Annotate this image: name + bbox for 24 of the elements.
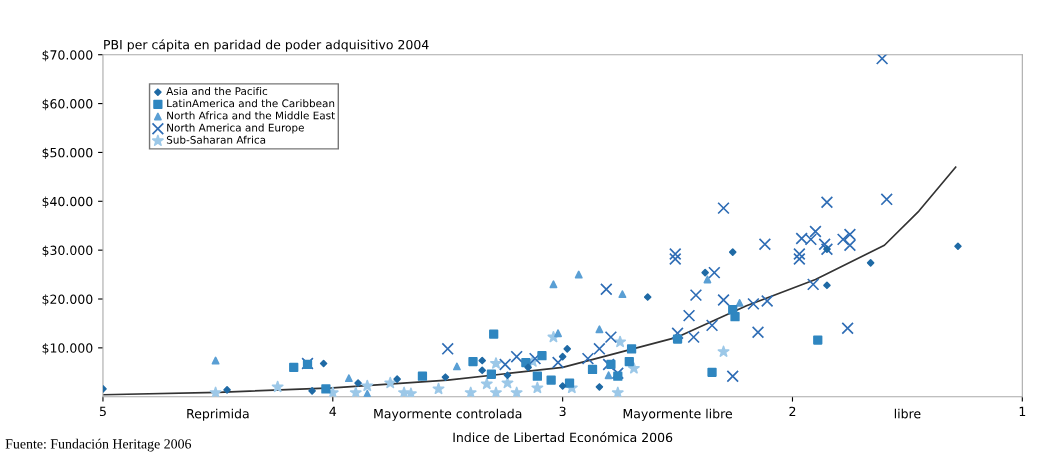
- legend-label: Asia and the Pacific: [166, 86, 268, 96]
- legend-label: Sub-Saharan Africa: [166, 135, 266, 144]
- y-tick-label: $30.000: [42, 245, 93, 257]
- x-tick-label: 3: [559, 406, 566, 417]
- x-tick-label: 4: [329, 406, 337, 416]
- y-tick-label: $40.000: [42, 196, 93, 208]
- y-tick-label: $10.000: [42, 343, 93, 355]
- y-tick-label: $70.000: [42, 49, 93, 62]
- y-tick-label: $20.000: [42, 294, 93, 306]
- y-tick-label: $50.000: [42, 147, 93, 160]
- source-note: Fuente: Fundación Heritage 2006: [5, 438, 192, 452]
- text: Mayormente controlada: [374, 408, 522, 421]
- text: libre: [894, 408, 921, 419]
- x-axis-title: Indice de Libertad Económica 2006: [453, 431, 673, 443]
- x-tick-label: 1: [1019, 406, 1026, 416]
- legend-label: LatinAmerica and the Caribbean: [167, 99, 335, 108]
- chart-title: PBI per cápita en paridad de poder adquisitivo 2004: [104, 39, 429, 52]
- legend-label: North America and Europe: [167, 123, 304, 134]
- text: Mayormente libre: [623, 408, 732, 421]
- x-tick-label: 5: [99, 406, 106, 417]
- y-tick-label: $60.000: [42, 98, 93, 111]
- x-tick-label: 2: [789, 406, 796, 416]
- text: Reprimida: [187, 408, 249, 421]
- legend-label: North Africa and the Middle East: [167, 111, 335, 120]
